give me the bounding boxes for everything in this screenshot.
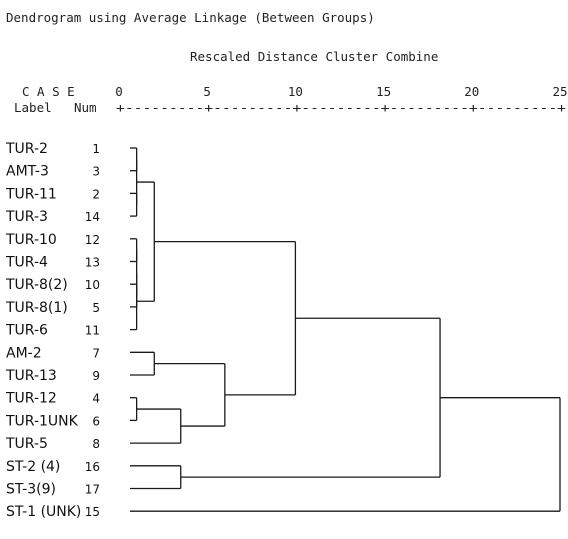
leaf-number: 5 <box>92 301 100 315</box>
axis-rule: +---------+---------+---------+---------… <box>116 100 566 115</box>
case-header: C A S E <box>22 84 75 99</box>
leaf-label: AM-2 <box>6 345 42 361</box>
leaf-number: 17 <box>85 483 100 497</box>
leaf-label: TUR-11 <box>5 186 57 202</box>
leaf-number: 10 <box>85 278 100 292</box>
leaf-number: 4 <box>92 392 100 406</box>
dendrogram-branches <box>130 147 561 512</box>
tick-label: 10 <box>288 84 303 99</box>
leaf-number: 8 <box>92 437 100 451</box>
tick-label: 20 <box>464 84 479 99</box>
leaf-label: TUR-12 <box>5 391 57 407</box>
tick-label: 25 <box>552 84 567 99</box>
leaf-label: ST-2 (4) <box>6 459 60 475</box>
chart-title: Dendrogram using Average Linkage (Betwee… <box>6 10 375 25</box>
leaf-label: TUR-8(2) <box>5 277 68 293</box>
leaf-number: 14 <box>85 210 100 224</box>
leaf-label: TUR-4 <box>5 255 48 271</box>
num-header: Num <box>74 100 97 115</box>
tick-label: 0 <box>115 84 123 99</box>
leaf-label: ST-3(9) <box>6 482 56 498</box>
leaf-number: 13 <box>85 256 100 270</box>
leaf-label: TUR-13 <box>5 368 57 384</box>
leaf-number: 12 <box>85 233 100 247</box>
tick-label: 15 <box>376 84 391 99</box>
leaf-number: 15 <box>85 505 100 519</box>
leaf-number: 3 <box>92 165 100 179</box>
x-axis-label: Rescaled Distance Cluster Combine <box>190 49 438 64</box>
leaf-label: TUR-10 <box>5 232 57 248</box>
leaf-number: 16 <box>85 460 100 474</box>
leaf-number: 9 <box>92 369 100 383</box>
tick-labels: 0 5 10 15 20 25 <box>115 84 567 99</box>
leaf-label: TUR-6 <box>5 323 48 339</box>
leaf-number: 2 <box>92 187 100 201</box>
leaf-label: TUR-3 <box>5 209 48 225</box>
leaf-label: TUR-8(1) <box>5 300 68 316</box>
leaf-label: ST-1 (UNK) <box>6 504 81 520</box>
leaf-label: TUR-5 <box>5 436 48 452</box>
leaf-number: 6 <box>92 414 100 428</box>
leaf-label: TUR-2 <box>5 141 48 157</box>
leaf-number: 1 <box>92 142 100 156</box>
label-header: Label <box>14 100 52 115</box>
leaf-number: 11 <box>85 324 100 338</box>
leaf-label: TUR-1UNK <box>5 413 79 429</box>
leaf-number: 7 <box>92 346 100 360</box>
tick-label: 5 <box>203 84 211 99</box>
leaf-labels: TUR-2 1 AMT-3 3 TUR-11 2 TUR-3 14 TUR-10 12 TUR-4 1… <box>5 141 100 520</box>
leaf-label: AMT-3 <box>6 164 49 180</box>
